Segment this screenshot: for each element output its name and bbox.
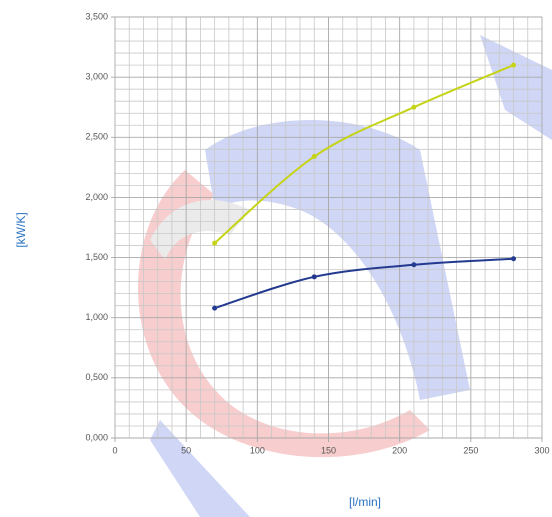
- x-tick-label: 200: [392, 445, 407, 455]
- y-tick-label: 3,500: [85, 11, 108, 21]
- x-tick-label: 100: [250, 445, 265, 455]
- grid: [111, 16, 543, 442]
- x-tick-label: 50: [181, 445, 191, 455]
- data-point: [311, 154, 317, 160]
- data-point: [511, 62, 517, 68]
- y-tick-label: 3,000: [85, 72, 108, 82]
- x-tick-label: 0: [112, 445, 117, 455]
- y-axis-label: [kW/K]: [14, 212, 28, 247]
- y-tick-label: 0,000: [85, 432, 108, 442]
- series-line: [214, 257, 514, 310]
- x-axis-label: [l/min]: [349, 495, 381, 509]
- x-tick-label: 300: [534, 445, 549, 455]
- series-line: [213, 64, 514, 244]
- ticks: 0 50 100 150 200 250 300 0,000 0,500 1,000 1,500 2,…: [85, 11, 549, 455]
- data-point: [212, 305, 218, 311]
- x-tick-label: 250: [463, 445, 478, 455]
- data-point: [212, 240, 218, 246]
- y-tick-label: 1,500: [85, 252, 108, 262]
- lines: [212, 62, 517, 311]
- y-tick-label: 0,500: [85, 372, 108, 382]
- y-tick-label: 1,000: [85, 312, 108, 322]
- data-point: [411, 262, 417, 268]
- data-point: [411, 104, 417, 110]
- data-point: [511, 256, 517, 262]
- x-tick-label: 150: [321, 445, 336, 455]
- y-tick-label: 2,000: [85, 192, 108, 202]
- y-tick-label: 2,500: [85, 132, 108, 142]
- data-point: [311, 274, 317, 280]
